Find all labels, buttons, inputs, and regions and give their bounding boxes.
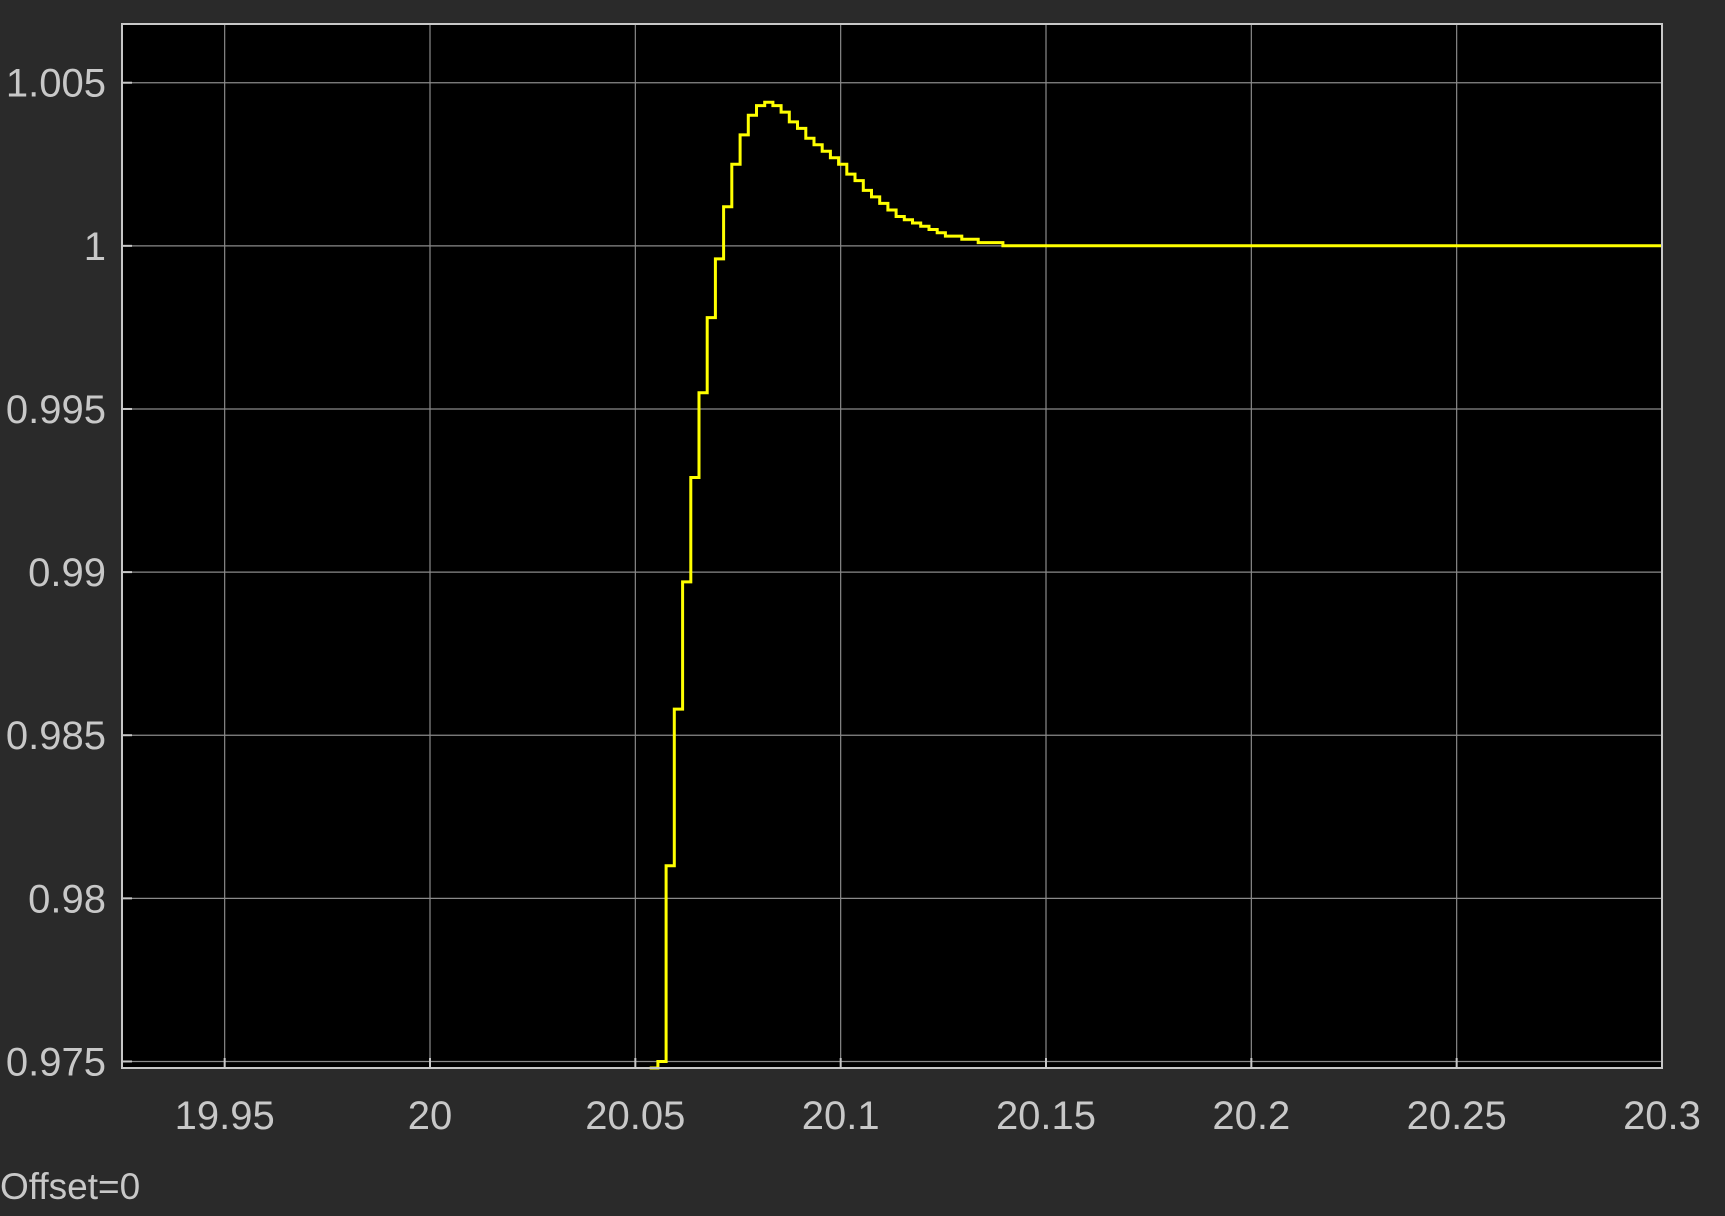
signal-layer: [649, 100, 1662, 1070]
y-tick-label: 1: [84, 225, 106, 269]
plot-area: [122, 24, 1662, 1068]
x-tick-label: 20.25: [1407, 1094, 1507, 1138]
y-tick-label: 0.975: [6, 1040, 106, 1084]
x-tick-label: 19.95: [175, 1094, 275, 1138]
x-tick-label: 20: [408, 1094, 453, 1138]
x-tick-label: 20.05: [585, 1094, 685, 1138]
y-tick-label: 0.995: [6, 388, 106, 432]
x-tick-label: 20.3: [1623, 1094, 1701, 1138]
x-axis-ticks: 19.95 20 20.05 20.1 20.15 20.2 20.25 20.3: [175, 1058, 1701, 1138]
x-tick-label: 20.15: [996, 1094, 1096, 1138]
y-tick-label: 0.99: [28, 551, 106, 595]
y-tick-label: 0.985: [6, 714, 106, 758]
x-tick-label: 20.2: [1212, 1094, 1290, 1138]
signal-trace: [649, 100, 1662, 1070]
plot-border: [121, 23, 1663, 1069]
offset-label: Offset=0: [0, 1166, 140, 1207]
y-tick-label: 1.005: [6, 62, 106, 106]
y-tick-label: 0.98: [28, 877, 106, 921]
y-axis-ticks: 0.975 0.98 0.985 0.99 0.995 1 1.005: [6, 62, 132, 1084]
x-tick-label: 20.1: [802, 1094, 880, 1138]
